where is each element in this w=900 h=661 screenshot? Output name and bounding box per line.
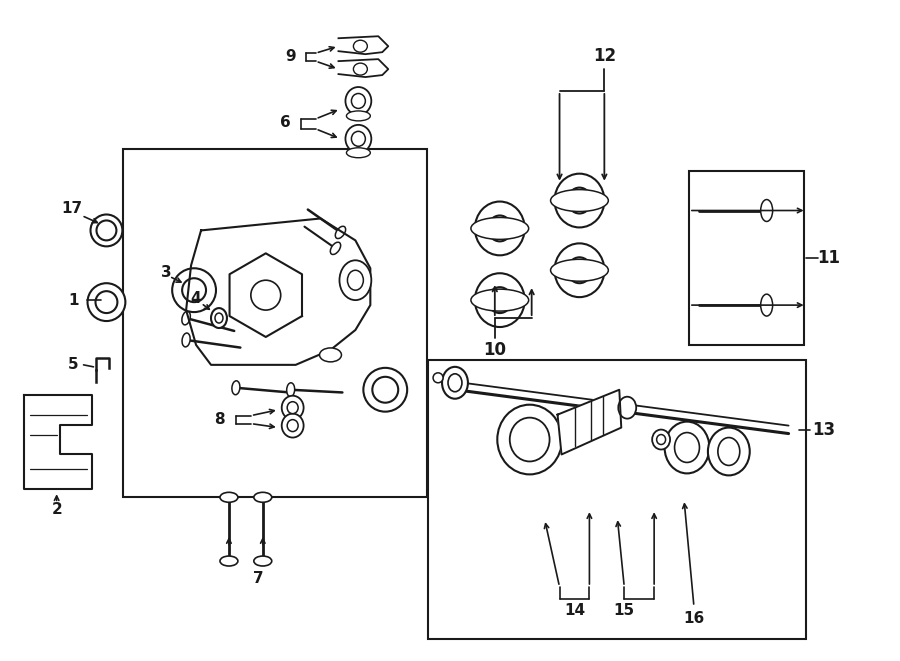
Bar [428,360,806,639]
Ellipse shape [172,268,216,312]
Ellipse shape [232,381,240,395]
Text: 3: 3 [161,265,172,280]
Ellipse shape [551,259,608,281]
Text: 17: 17 [61,201,82,216]
Text: 15: 15 [614,603,634,618]
Ellipse shape [182,311,191,325]
Ellipse shape [475,202,525,255]
Ellipse shape [95,291,117,313]
Polygon shape [186,219,370,365]
Text: 12: 12 [593,47,616,65]
Ellipse shape [551,190,608,212]
Ellipse shape [675,432,699,463]
Ellipse shape [215,313,223,323]
Ellipse shape [554,174,604,227]
Text: 5: 5 [68,358,79,372]
Text: 8: 8 [213,412,224,427]
Text: 6: 6 [280,116,291,130]
Ellipse shape [251,280,281,310]
Ellipse shape [471,289,528,311]
Text: 9: 9 [285,49,296,63]
Ellipse shape [287,383,294,397]
Bar [689,171,804,345]
Ellipse shape [220,556,238,566]
Ellipse shape [471,217,528,239]
Ellipse shape [442,367,468,399]
Polygon shape [338,59,388,77]
Ellipse shape [87,283,125,321]
Ellipse shape [91,214,122,247]
Ellipse shape [282,414,303,438]
Ellipse shape [346,148,370,158]
Polygon shape [23,395,92,489]
Ellipse shape [220,492,238,502]
Ellipse shape [708,428,750,475]
Ellipse shape [96,221,116,241]
Ellipse shape [498,405,562,475]
Ellipse shape [254,492,272,502]
Polygon shape [230,253,302,337]
Ellipse shape [282,396,303,420]
Ellipse shape [433,373,443,383]
Ellipse shape [657,434,666,444]
Ellipse shape [488,287,512,313]
Ellipse shape [568,257,591,283]
Ellipse shape [254,556,272,566]
Ellipse shape [347,270,364,290]
Text: 2: 2 [51,502,62,517]
Ellipse shape [287,420,298,432]
Ellipse shape [509,418,550,461]
Ellipse shape [330,242,340,254]
Ellipse shape [760,200,772,221]
Ellipse shape [346,87,372,115]
Polygon shape [557,390,621,455]
Ellipse shape [354,40,367,52]
Ellipse shape [320,348,341,362]
Ellipse shape [618,397,636,418]
Ellipse shape [182,333,190,347]
Text: 4: 4 [191,291,202,305]
Ellipse shape [182,278,206,302]
Ellipse shape [339,260,372,300]
Ellipse shape [354,63,367,75]
Text: 10: 10 [483,341,507,359]
Ellipse shape [346,125,372,153]
Ellipse shape [351,132,365,146]
Ellipse shape [351,93,365,108]
Text: 11: 11 [817,249,840,267]
Ellipse shape [568,188,591,214]
Ellipse shape [336,226,346,239]
Ellipse shape [488,215,512,241]
Text: 13: 13 [812,420,835,439]
Text: 14: 14 [564,603,585,618]
Text: 16: 16 [683,611,705,626]
Ellipse shape [373,377,398,403]
Bar [123,149,428,497]
Ellipse shape [475,273,525,327]
Ellipse shape [346,111,370,121]
Ellipse shape [287,402,298,414]
Ellipse shape [718,438,740,465]
Polygon shape [338,36,388,54]
Text: 1: 1 [68,293,79,307]
Ellipse shape [448,374,462,392]
Ellipse shape [664,422,709,473]
Ellipse shape [554,243,604,297]
Ellipse shape [652,430,670,449]
Ellipse shape [211,308,227,328]
Text: 7: 7 [254,572,264,586]
Ellipse shape [760,294,772,316]
Ellipse shape [364,368,407,412]
